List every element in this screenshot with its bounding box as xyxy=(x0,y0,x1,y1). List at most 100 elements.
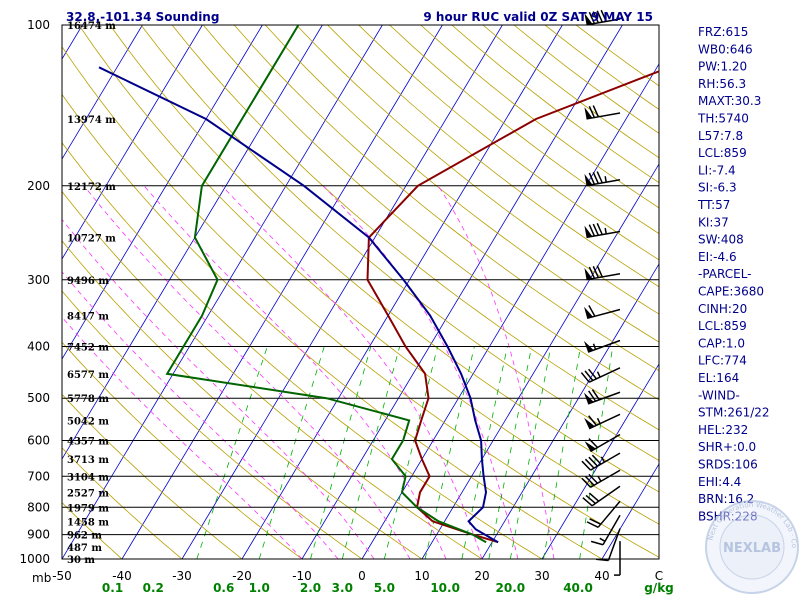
height-label: 5042 m xyxy=(67,416,109,427)
index-item: LFC:774 xyxy=(698,354,747,368)
barb-flag xyxy=(588,438,599,449)
barb-half-flag xyxy=(592,343,597,350)
background-grid xyxy=(62,25,659,559)
dry-adiabat xyxy=(62,447,183,559)
barb-pennant xyxy=(584,225,593,238)
dry-adiabat xyxy=(62,142,543,559)
isotherm xyxy=(62,25,143,160)
height-labels: 16474 m 13974 m 12172 m 10727 m 9496 m 8417 m… xyxy=(67,21,116,566)
temperature-label: -40 xyxy=(112,569,132,583)
height-label: 30 m xyxy=(67,555,95,566)
index-item: CAP:1.0 xyxy=(698,336,745,350)
dry-adiabat xyxy=(62,502,123,559)
dry-adiabat xyxy=(265,25,659,343)
wind-barb xyxy=(581,469,621,488)
plot-frame xyxy=(61,24,660,560)
index-item: WB0:646 xyxy=(698,42,753,56)
barb-half-flag xyxy=(604,227,607,235)
isotherm xyxy=(62,25,263,360)
barb-shaft xyxy=(587,339,621,353)
barb-flag xyxy=(580,372,590,383)
mixing-ratio-label: 10.0 xyxy=(430,581,460,595)
index-item: PW:1.20 xyxy=(698,60,747,74)
index-item: TT:57 xyxy=(697,198,730,212)
height-label: 16474 m xyxy=(67,21,116,32)
y-axis-label: mb xyxy=(32,571,51,585)
mixing-ratio-label: 2.0 xyxy=(300,581,321,595)
index-item: -WIND- xyxy=(698,388,740,402)
height-label: 962 m xyxy=(67,531,102,542)
moist-adiabat xyxy=(62,316,303,559)
barb-flag xyxy=(589,518,602,525)
isotherm xyxy=(301,25,623,559)
dry-adiabat xyxy=(327,25,659,288)
isobars xyxy=(61,24,660,560)
dry-adiabat xyxy=(202,25,659,401)
index-item: CAPE:3680 xyxy=(698,285,764,299)
profiles xyxy=(98,25,659,544)
index-item: FRZ:615 xyxy=(698,25,748,39)
barb-flag xyxy=(588,305,596,317)
wind-barb xyxy=(582,485,621,507)
mixing-ratio-label: 3.0 xyxy=(332,581,353,595)
parcel-line xyxy=(98,66,499,544)
valid-time: 9 hour RUC valid 0Z SAT 9 MAY 15 xyxy=(423,10,653,24)
index-item: LCL:859 xyxy=(698,319,747,333)
barb-flag xyxy=(581,460,592,471)
index-item: MAXT:30.3 xyxy=(698,94,761,108)
dry-adiabat xyxy=(62,46,659,558)
barb-flag xyxy=(584,475,595,486)
temperature-label: 40 xyxy=(594,569,609,583)
isotherm xyxy=(62,25,383,559)
dry-adiabat xyxy=(296,25,659,315)
pressure-label: 900 xyxy=(27,528,50,542)
height-label: 12172 m xyxy=(67,182,116,193)
mixing-ratio-line xyxy=(488,346,533,559)
barb-flag xyxy=(596,265,603,278)
barb-flag xyxy=(592,223,600,236)
barb-flag xyxy=(592,11,600,24)
barb-flag xyxy=(588,390,597,402)
wind-barb xyxy=(584,223,621,239)
barb-half-flag xyxy=(604,176,607,183)
barb-flag xyxy=(588,473,599,484)
temperature-label: 30 xyxy=(534,569,549,583)
barb-pennant xyxy=(584,417,595,429)
index-item: SW:408 xyxy=(698,233,744,247)
barb-flag xyxy=(591,454,602,465)
barb-flag xyxy=(588,11,596,24)
dry-adiabat xyxy=(233,25,659,372)
isotherm xyxy=(601,463,659,559)
barb-flag xyxy=(588,105,596,118)
moist-adiabat xyxy=(323,185,519,559)
wind-barb xyxy=(584,413,621,430)
mixing-ratio-line xyxy=(509,346,552,559)
index-item: L57:7.8 xyxy=(698,129,743,143)
barb-flag xyxy=(600,9,607,22)
barb-flag xyxy=(588,368,598,380)
index-item: EI:-4.6 xyxy=(698,250,737,264)
dry-adiabat xyxy=(62,190,483,559)
barb-shaft xyxy=(590,469,621,488)
pressure-label: 600 xyxy=(27,434,50,448)
wind-barb xyxy=(584,305,621,320)
index-item: STM:261/22 xyxy=(698,406,770,420)
isotherm xyxy=(361,63,659,559)
barb-flag xyxy=(592,171,600,184)
mixing-ratio-line xyxy=(258,346,325,559)
pressure-label: 400 xyxy=(27,340,50,354)
dry-adiabat xyxy=(62,393,243,559)
temp-unit: C xyxy=(655,569,663,583)
mixing-ratio-label: 20.0 xyxy=(496,581,526,595)
barb-flag xyxy=(596,10,603,23)
index-item: LCL:859 xyxy=(698,146,747,160)
barb-pennant xyxy=(584,267,593,280)
barb-shaft xyxy=(590,452,621,471)
logo-text: NEXLAB xyxy=(723,541,781,556)
barb-pennant xyxy=(583,392,594,404)
barb-flag xyxy=(588,172,596,185)
barb-pennant xyxy=(584,441,596,452)
mixing-ratio-labels: 0.1 0.2 0.6 1.0 2.0 3.0 5.0 10.0 20.0 40.0 xyxy=(102,581,593,595)
barb-half-flag xyxy=(596,371,601,378)
dry-adiabat xyxy=(62,290,363,559)
